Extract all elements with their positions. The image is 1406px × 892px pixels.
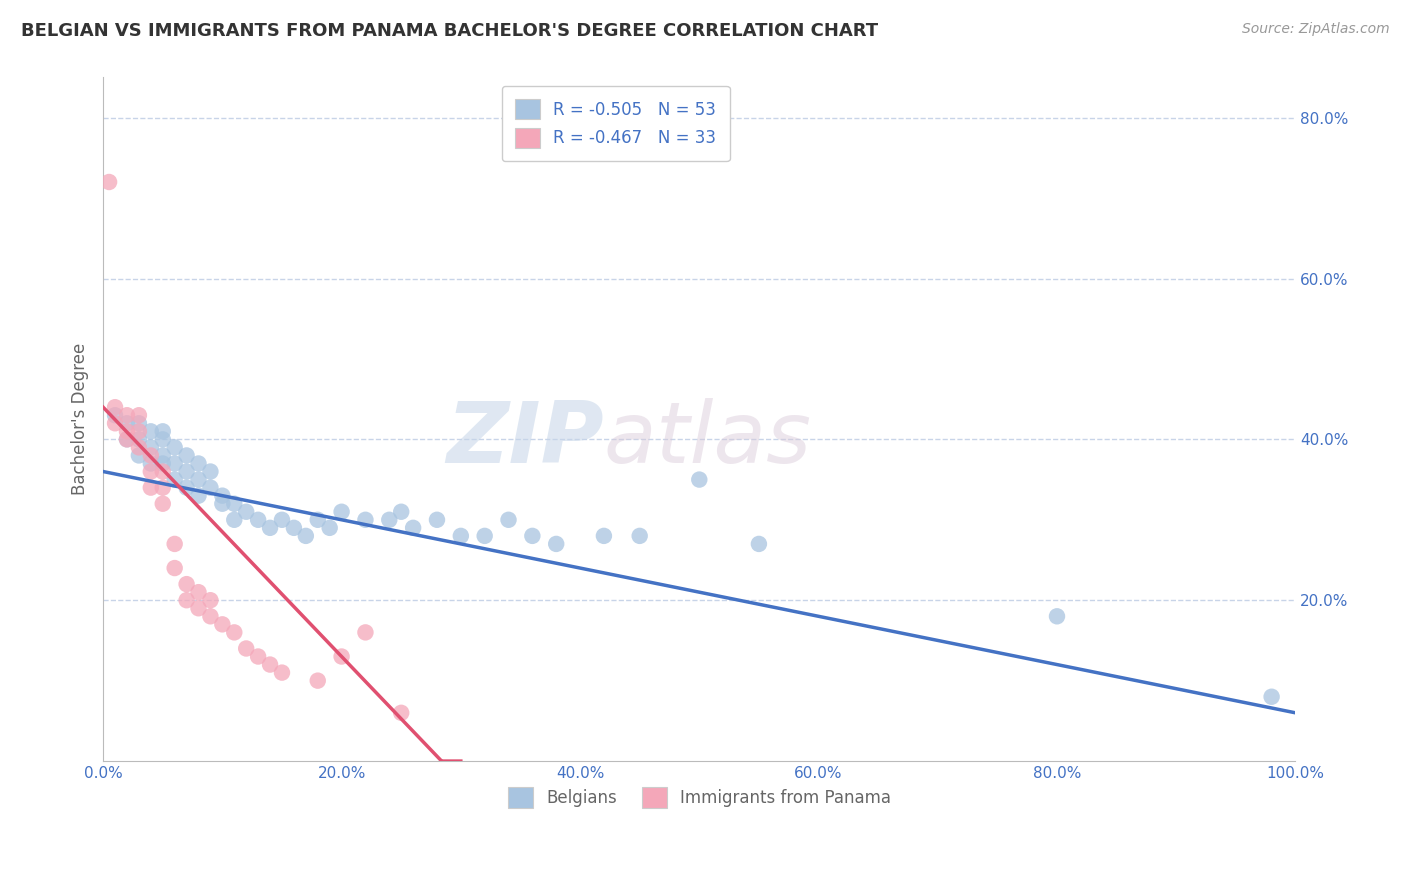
Point (176, 465, 198, 479)
Point (139, 481, 162, 495)
Point (354, 513, 377, 527)
Point (546, 537, 568, 551)
Point (200, 465, 222, 479)
Point (152, 457, 174, 471)
Point (115, 433, 138, 447)
Point (104, 409, 127, 423)
Point (474, 529, 496, 543)
Point (176, 577, 198, 591)
Point (139, 425, 162, 439)
Point (104, 417, 127, 431)
Point (235, 641, 257, 656)
Point (139, 449, 162, 463)
Point (426, 513, 449, 527)
Point (378, 513, 401, 527)
Point (402, 521, 425, 535)
Point (628, 529, 651, 543)
Point (688, 473, 710, 487)
Text: atlas: atlas (605, 398, 811, 482)
Point (200, 481, 222, 495)
Point (163, 473, 186, 487)
Point (187, 489, 209, 503)
Text: ZIP: ZIP (446, 398, 605, 482)
Point (163, 537, 186, 551)
Point (128, 417, 150, 431)
Point (295, 529, 318, 543)
Point (259, 657, 281, 672)
Point (318, 521, 340, 535)
Point (152, 465, 174, 479)
Point (128, 409, 150, 423)
Point (139, 441, 162, 455)
Point (498, 513, 520, 527)
Point (271, 513, 294, 527)
Point (152, 449, 174, 463)
Point (211, 617, 233, 632)
Point (593, 529, 616, 543)
Point (187, 601, 209, 615)
Point (176, 449, 198, 463)
Point (200, 609, 222, 624)
Point (200, 593, 222, 607)
Point (152, 497, 174, 511)
Point (330, 505, 353, 519)
Point (211, 489, 233, 503)
Legend: Belgians, Immigrants from Panama: Belgians, Immigrants from Panama (501, 780, 897, 814)
Point (128, 449, 150, 463)
Point (187, 473, 209, 487)
Point (259, 521, 281, 535)
Point (152, 433, 174, 447)
Point (128, 433, 150, 447)
Point (152, 425, 174, 439)
Text: BELGIAN VS IMMIGRANTS FROM PANAMA BACHELOR'S DEGREE CORRELATION CHART: BELGIAN VS IMMIGRANTS FROM PANAMA BACHEL… (21, 22, 879, 40)
Point (104, 400, 127, 414)
Point (128, 425, 150, 439)
Point (211, 497, 233, 511)
Point (176, 593, 198, 607)
Point (1260, 690, 1282, 704)
Point (139, 465, 162, 479)
Point (389, 505, 412, 519)
Text: Source: ZipAtlas.com: Source: ZipAtlas.com (1241, 22, 1389, 37)
Point (139, 457, 162, 471)
Point (247, 649, 270, 664)
Point (224, 497, 246, 511)
Point (271, 665, 294, 680)
Point (163, 457, 186, 471)
Point (354, 625, 377, 640)
Y-axis label: Bachelor's Degree: Bachelor's Degree (72, 343, 89, 495)
Point (98, 175, 121, 189)
Point (330, 649, 353, 664)
Point (176, 481, 198, 495)
Point (128, 441, 150, 455)
Point (187, 585, 209, 599)
Point (115, 417, 138, 431)
Point (152, 481, 174, 495)
Point (115, 433, 138, 447)
Point (163, 561, 186, 575)
Point (283, 521, 305, 535)
Point (163, 441, 186, 455)
Point (224, 625, 246, 640)
Point (307, 673, 329, 688)
Point (522, 529, 544, 543)
Point (224, 513, 246, 527)
Point (187, 457, 209, 471)
Point (307, 513, 329, 527)
Point (389, 706, 412, 720)
Point (1046, 609, 1069, 624)
Point (247, 513, 270, 527)
Point (115, 409, 138, 423)
Point (115, 425, 138, 439)
Point (235, 505, 257, 519)
Point (450, 529, 472, 543)
Point (748, 537, 770, 551)
